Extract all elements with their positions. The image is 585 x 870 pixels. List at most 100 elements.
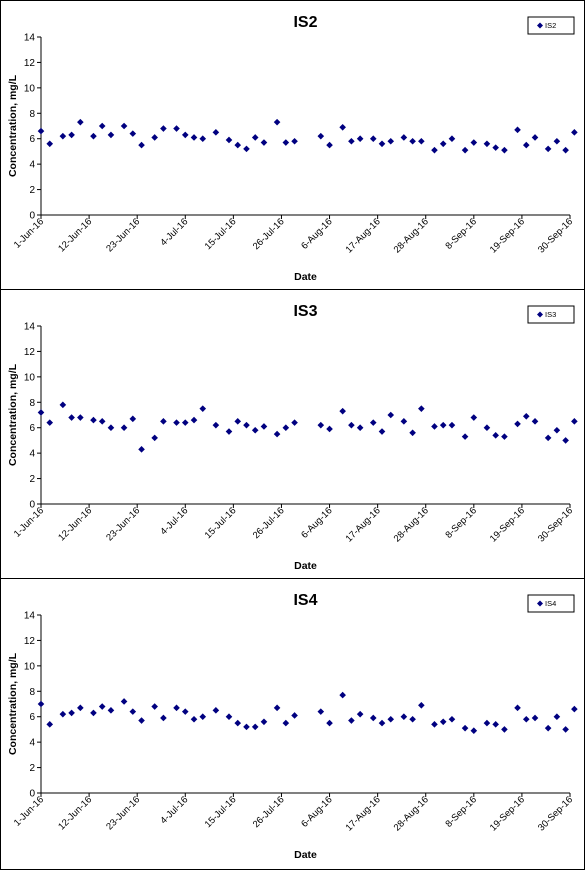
data-point (531, 134, 539, 141)
x-tick-label: 8-Sep-16 (444, 216, 479, 251)
data-point (273, 118, 281, 126)
x-tick-label: 15-Jul-16 (203, 794, 239, 830)
data-point (339, 691, 346, 699)
data-point (409, 137, 416, 145)
data-point (77, 414, 84, 421)
y-tick-label: 4 (29, 449, 35, 460)
data-point (514, 420, 521, 428)
data-point (138, 141, 145, 149)
data-point (522, 715, 530, 723)
data-point (234, 719, 242, 727)
data-point (448, 135, 456, 143)
data-point (356, 135, 364, 143)
x-tick-label: 6-Aug-16 (299, 794, 334, 829)
x-tick-label: 8-Sep-16 (444, 505, 479, 540)
x-tick-label: 23-Jun-16 (104, 794, 142, 832)
data-point (461, 146, 469, 154)
x-tick-label: 30-Sep-16 (536, 216, 575, 255)
data-point (522, 141, 530, 149)
data-point (409, 429, 416, 437)
data-point (190, 416, 198, 424)
data-point (439, 718, 447, 726)
data-point (260, 139, 268, 146)
data-point (431, 146, 438, 154)
y-tick-label: 4 (29, 738, 35, 749)
data-point (68, 131, 75, 139)
data-point (107, 131, 115, 139)
x-tick-label: 12-Jun-16 (56, 794, 94, 832)
legend-box (527, 594, 575, 613)
data-point (37, 700, 45, 708)
data-point (151, 434, 158, 442)
y-tick-label: 10 (24, 661, 36, 672)
data-point (212, 707, 220, 714)
x-tick-label: 6-Aug-16 (299, 216, 334, 251)
data-point (260, 718, 268, 726)
data-point (282, 139, 290, 146)
data-point (483, 424, 491, 432)
x-tick-label: 26-Jul-16 (251, 216, 287, 252)
data-point (562, 437, 569, 444)
data-point (77, 118, 84, 126)
data-point (317, 421, 325, 429)
data-point (514, 704, 521, 712)
data-point (522, 412, 530, 420)
data-point (251, 134, 259, 141)
data-point (348, 717, 355, 724)
data-point (68, 709, 75, 717)
y-tick-label: 4 (29, 160, 35, 171)
data-point (173, 419, 180, 426)
y-tick-label: 0 (29, 500, 35, 511)
data-point (348, 137, 355, 145)
y-tick-label: 14 (24, 322, 36, 333)
legend-box (527, 305, 575, 324)
chart-title: IS4 (293, 592, 317, 609)
data-point (470, 414, 478, 421)
data-point (483, 719, 491, 727)
x-tick-label: 4-Jul-16 (158, 216, 190, 248)
data-point (571, 705, 578, 713)
data-point (181, 708, 189, 715)
data-point (448, 421, 456, 429)
data-point (151, 703, 158, 710)
data-point (160, 125, 167, 132)
x-tick-label: 8-Sep-16 (444, 794, 479, 829)
y-tick-label: 2 (29, 763, 35, 774)
data-point (439, 421, 447, 429)
data-point (138, 717, 145, 724)
data-point (317, 132, 325, 140)
y-tick-label: 14 (24, 33, 36, 44)
data-point (138, 446, 145, 453)
data-point (418, 701, 425, 709)
legend-marker (537, 311, 543, 318)
x-axis-title: Date (294, 560, 317, 572)
x-tick-label: 12-Jun-16 (56, 505, 94, 543)
y-tick-label: 6 (29, 712, 35, 723)
chart-panel-is3: IS3 0 2 4 6 8 10 12 14 1-Jun-16 12-Jun-16 23-Jun-16… (0, 289, 585, 579)
data-point (212, 421, 220, 429)
data-point (400, 134, 408, 141)
data-point (90, 416, 97, 424)
data-point (400, 713, 408, 721)
data-point (199, 135, 207, 143)
y-axis-title: Concentration, mg/L (7, 74, 19, 177)
data-point (369, 135, 377, 143)
data-point (553, 713, 561, 721)
data-point (98, 703, 106, 710)
data-point (243, 145, 250, 153)
data-point (501, 146, 508, 154)
y-tick-label: 8 (29, 398, 35, 409)
data-point (129, 708, 137, 715)
data-point (120, 698, 128, 705)
x-axis-title: Date (294, 271, 317, 283)
data-point (243, 421, 250, 429)
y-tick-label: 12 (24, 636, 36, 647)
x-tick-label: 30-Sep-16 (536, 505, 575, 544)
data-point (571, 418, 578, 425)
x-axis-title: Date (294, 849, 317, 861)
data-point (326, 425, 333, 433)
data-point (59, 132, 67, 140)
chart-title: IS3 (293, 303, 317, 320)
data-point (77, 704, 84, 712)
